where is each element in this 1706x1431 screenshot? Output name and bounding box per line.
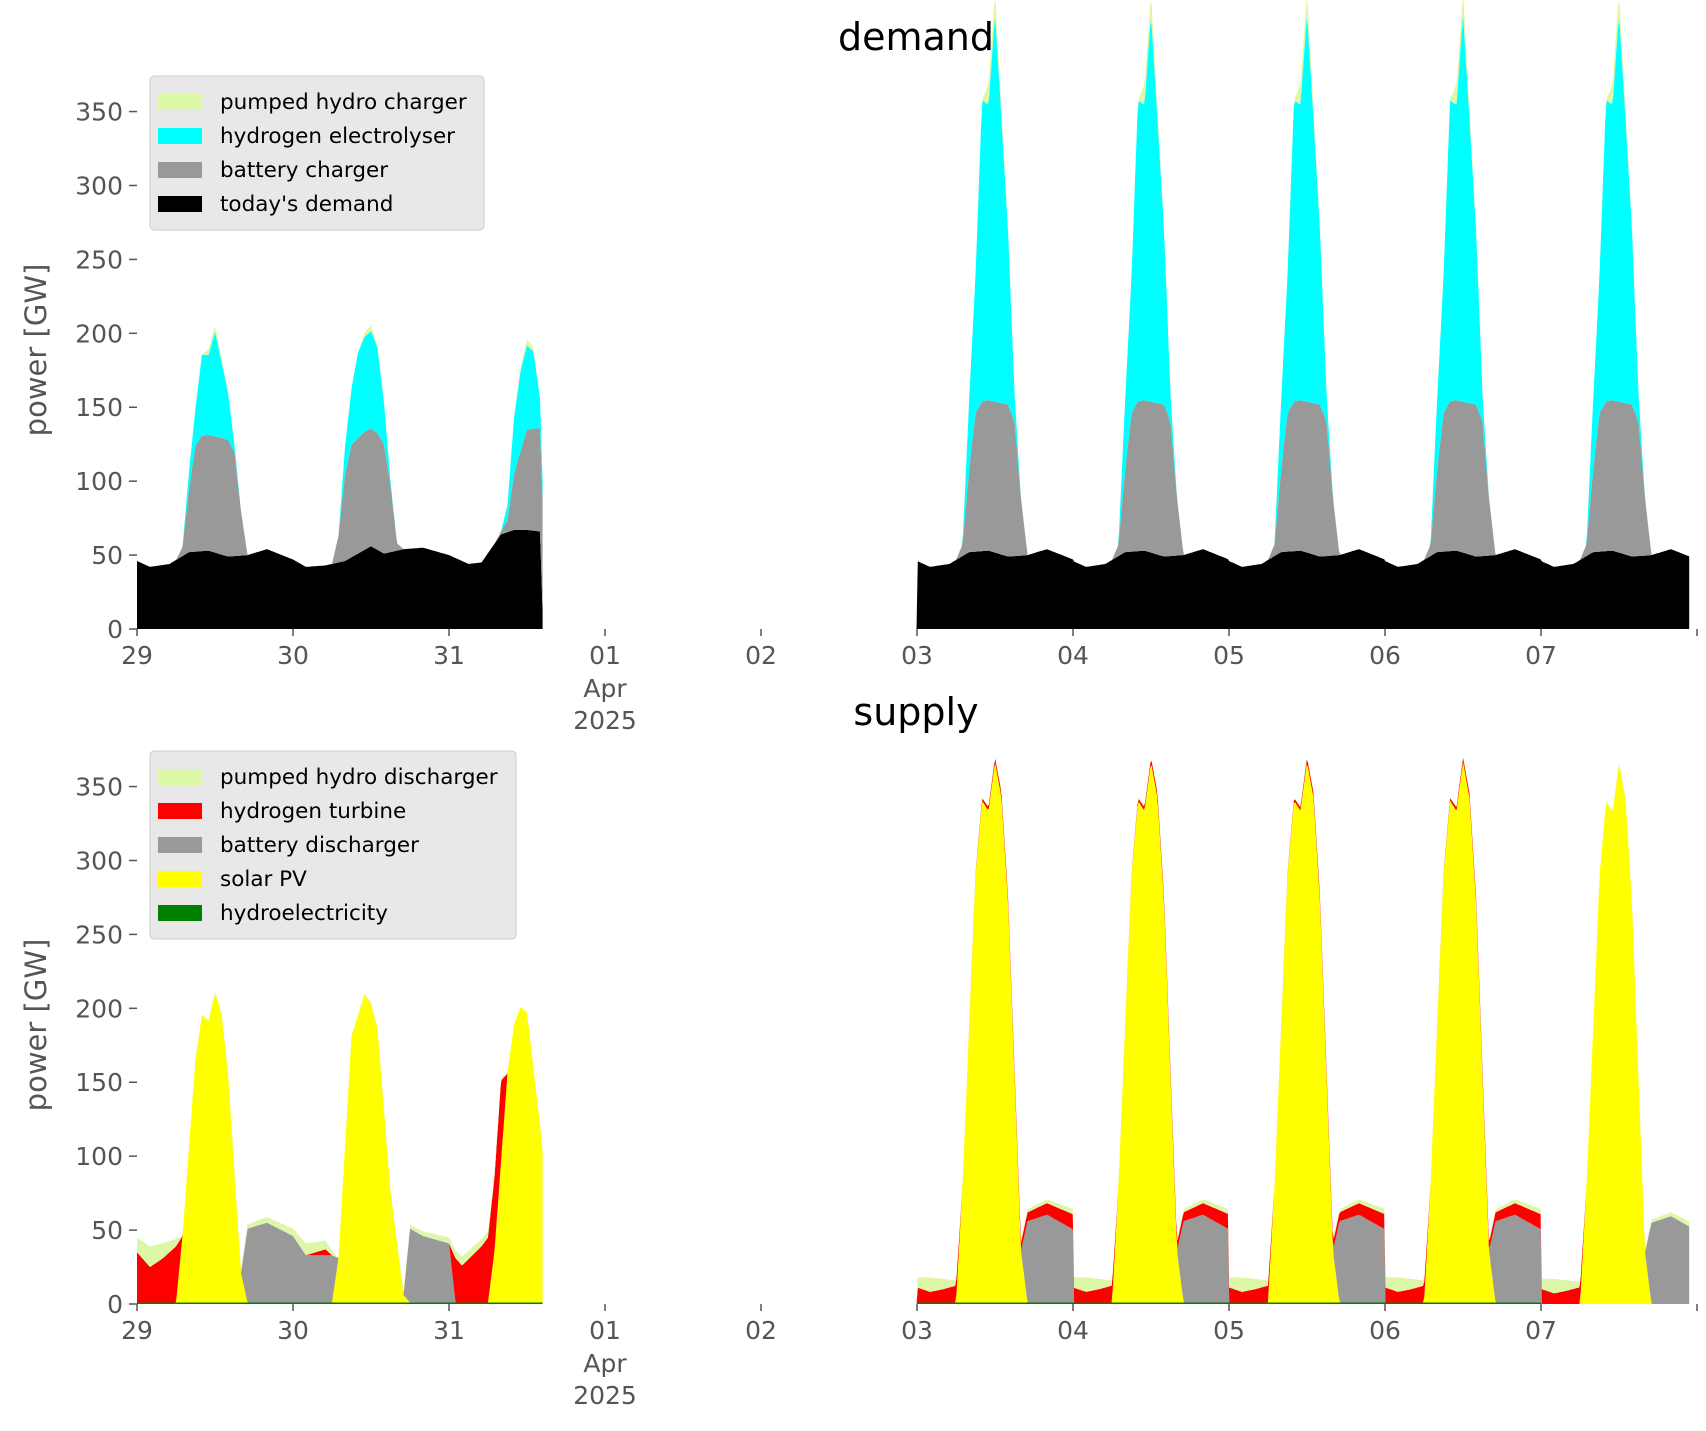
demand-xtick-label-04: 04 [1057, 641, 1089, 670]
demand-legend-label-today-s-demand: today's demand [220, 192, 393, 217]
demand-ytick-label-50: 50 [91, 541, 123, 570]
demand-xtick-label-02: 02 [745, 641, 777, 670]
demand-legend-swatch-today-s-demand [158, 196, 202, 212]
demand-area-hydrogen-electrolyser [913, 14, 1690, 629]
supply-xtick-label-02: 02 [745, 1316, 777, 1345]
supply-area-solar-pv [137, 994, 543, 1303]
supply-panel: supply power [GW] 0501001502002503003502… [19, 690, 1698, 1410]
demand-xtick-label-01: 01 [589, 641, 621, 670]
supply-legend-label-hydrogen-turbine: hydrogen turbine [220, 799, 406, 824]
supply-ytick-label-300: 300 [75, 846, 123, 875]
demand-title: demand [838, 15, 994, 59]
supply-area-hydrogen-turbine [137, 994, 543, 1303]
demand-ytick-label-300: 300 [75, 171, 123, 200]
supply-legend-swatch-solar-pv [158, 871, 202, 887]
supply-legend-label-battery-discharger: battery discharger [220, 833, 419, 858]
demand-legend-swatch-battery-charger [158, 162, 202, 178]
supply-ytick-label-350: 350 [75, 773, 123, 802]
demand-xtick-sublabel-2025: 2025 [573, 706, 637, 735]
supply-legend-swatch-battery-discharger [158, 837, 202, 853]
supply-title: supply [853, 690, 978, 734]
demand-xtick-label-30: 30 [277, 641, 309, 670]
demand-area-pumped-hydro-charger [913, 0, 1690, 629]
demand-xtick-sublabel-apr: Apr [583, 674, 627, 703]
demand-legend-swatch-pumped-hydro-charger [158, 94, 202, 110]
demand-ytick-label-250: 250 [75, 245, 123, 274]
supply-ytick-label-250: 250 [75, 920, 123, 949]
supply-legend-swatch-pumped-hydro-discharger [158, 769, 202, 785]
supply-xtick-label-30: 30 [277, 1316, 309, 1345]
supply-legend-swatch-hydrogen-turbine [158, 803, 202, 819]
supply-xtick-label-05: 05 [1213, 1316, 1245, 1345]
demand-xtick-label-29: 29 [121, 641, 153, 670]
demand-area-hydrogen-electrolyser [137, 331, 543, 567]
demand-xtick-label-05: 05 [1213, 641, 1245, 670]
supply-xtick-sublabel-2025: 2025 [573, 1381, 637, 1410]
demand-panel: demand power [GW] 0501001502002503003502… [19, 0, 1698, 735]
supply-legend-box [149, 750, 517, 940]
demand-ytick-label-150: 150 [75, 393, 123, 422]
demand-ytick-label-350: 350 [75, 98, 123, 127]
demand-areas-post-gap [913, 0, 1690, 629]
demand-xtick-label-06: 06 [1369, 641, 1401, 670]
supply-xtick-label-31: 31 [433, 1316, 465, 1345]
supply-legend-label-pumped-hydro-discharger: pumped hydro discharger [220, 765, 498, 790]
supply-y-axis-label: power [GW] [19, 939, 53, 1112]
supply-xtick-label-06: 06 [1369, 1316, 1401, 1345]
supply-legend-swatch-hydroelectricity [158, 905, 202, 921]
supply-area-solar-pv [913, 762, 1690, 1304]
demand-area-battery-charger [913, 400, 1690, 629]
supply-area-pumped-hydro-discharger [913, 756, 1690, 1304]
supply-xtick-label-03: 03 [901, 1316, 933, 1345]
supply-areas-pre-gap [137, 992, 543, 1304]
demand-legend: pumped hydro charger hydrogen electrolyse… [149, 75, 485, 231]
demand-ytick-label-200: 200 [75, 319, 123, 348]
demand-xtick-label-03: 03 [901, 641, 933, 670]
supply-ytick-label-0: 0 [107, 1290, 123, 1319]
supply-xtick-label-07: 07 [1525, 1316, 1557, 1345]
supply-ytick-label-50: 50 [91, 1216, 123, 1245]
supply-areas-post-gap [913, 756, 1690, 1304]
demand-legend-label-pumped-hydro-charger: pumped hydro charger [220, 90, 467, 115]
demand-area-today-s-demand [913, 549, 1690, 629]
demand-ytick-label-0: 0 [107, 615, 123, 644]
supply-legend-label-hydroelectricity: hydroelectricity [220, 901, 388, 926]
supply-area-hydroelectricity [137, 1302, 543, 1304]
demand-legend-label-battery-charger: battery charger [220, 158, 388, 183]
supply-legend: pumped hydro discharger hydrogen turbine b… [149, 750, 517, 940]
demand-legend-label-hydrogen-electrolyser: hydrogen electrolyser [220, 124, 455, 149]
supply-area-hydroelectricity [913, 1302, 1690, 1304]
supply-ytick-label-200: 200 [75, 994, 123, 1023]
demand-xtick-label-31: 31 [433, 641, 465, 670]
supply-xtick-sublabel-apr: Apr [583, 1349, 627, 1378]
demand-y-axis-label: power [GW] [19, 264, 53, 437]
supply-xtick-label-04: 04 [1057, 1316, 1089, 1345]
supply-xtick-label-01: 01 [589, 1316, 621, 1345]
supply-xtick-label-29: 29 [121, 1316, 153, 1345]
demand-legend-box [149, 75, 485, 231]
demand-legend-swatch-hydrogen-electrolyser [158, 128, 202, 144]
demand-area-today-s-demand [137, 529, 543, 629]
demand-xtick-label-07: 07 [1525, 641, 1557, 670]
demand-area-battery-charger [137, 428, 543, 610]
demand-ytick-label-100: 100 [75, 467, 123, 496]
demand-areas-pre-gap [137, 325, 543, 629]
supply-legend-label-solar-pv: solar PV [220, 867, 307, 892]
supply-ytick-label-100: 100 [75, 1142, 123, 1171]
supply-ytick-label-150: 150 [75, 1068, 123, 1097]
